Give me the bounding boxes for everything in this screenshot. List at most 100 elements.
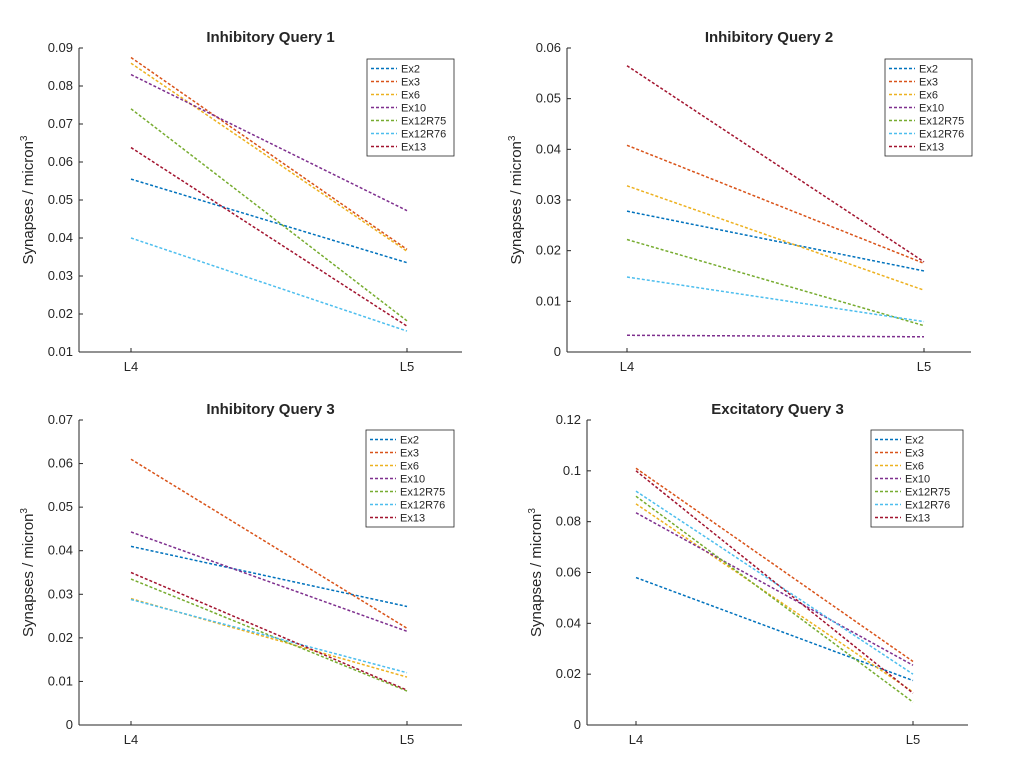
y-tick-label: 0.04 [48, 230, 73, 245]
y-tick-label: 0.02 [48, 630, 73, 645]
series-line-ex2 [626, 210, 925, 272]
y-tick-label: 0.09 [48, 40, 73, 55]
legend-entry-label: Ex10 [401, 103, 426, 115]
chart-title: Excitatory Query 3 [711, 401, 844, 418]
y-tick-label: 0.04 [536, 141, 561, 156]
legend-entry-label: Ex3 [905, 448, 924, 460]
x-tick-label: L4 [629, 732, 643, 747]
chart-title: Inhibitory Query 3 [206, 401, 334, 418]
legend-entry-label: Ex13 [919, 142, 944, 154]
legend-entry-label: Ex2 [905, 435, 924, 447]
y-tick-label: 0 [574, 717, 581, 732]
legend-entry-label: Ex12R75 [919, 116, 964, 128]
y-tick-label: 0.01 [536, 293, 561, 308]
y-tick-label: 0.05 [48, 499, 73, 514]
legend-entry-label: Ex3 [400, 448, 419, 460]
series-line-ex12r76 [130, 598, 408, 674]
legend-entry-label: Ex10 [919, 103, 944, 115]
legend-entry-label: Ex6 [401, 90, 420, 102]
legend-entry-label: Ex2 [400, 435, 419, 447]
series-line-ex10 [635, 512, 914, 666]
y-axis-label-superscript: 3 [507, 135, 518, 141]
y-tick-label: 0 [554, 344, 561, 359]
chart-4: 0 0.02 0.04 0.06 0.08 0.1 0.12 L4 L5 Excitatory Q… [527, 401, 968, 747]
legend-entry-label: Ex12R76 [905, 500, 950, 512]
series-line-ex3 [635, 467, 914, 663]
legend-entry-label: Ex10 [400, 474, 425, 486]
y-axis-label-text: Synapses / micron [20, 141, 37, 264]
series-line-ex2 [130, 178, 408, 264]
y-tick-label: 0.12 [556, 412, 581, 427]
series-line-ex12r76 [635, 490, 914, 675]
legend-entry-label: Ex2 [401, 64, 420, 76]
y-tick-label: 0.04 [48, 543, 73, 558]
series-line-ex12r75 [626, 238, 925, 327]
series-line-ex12r76 [130, 237, 408, 332]
legend-entry-label: Ex13 [400, 513, 425, 525]
y-axis-label-superscript: 3 [19, 135, 30, 141]
legend-entry-label: Ex6 [400, 461, 419, 473]
y-tick-label: 0.02 [536, 243, 561, 258]
legend-entry-label: Ex3 [919, 77, 938, 89]
y-tick-label: 0.06 [48, 456, 73, 471]
y-tick-label: 0.03 [48, 268, 73, 283]
x-tick-label: L5 [906, 732, 920, 747]
series-line-ex10 [130, 73, 408, 212]
y-tick-label: 0.01 [48, 344, 73, 359]
y-axis-label-text: Synapses / micron [528, 514, 545, 637]
legend-entry-label: Ex13 [905, 513, 930, 525]
legend-entry-label: Ex12R75 [905, 487, 950, 499]
series-line-ex6 [635, 503, 914, 693]
series-line-ex10 [130, 531, 408, 633]
y-axis-label-superscript: 3 [527, 508, 538, 514]
y-tick-label: 0.07 [48, 116, 73, 131]
y-tick-label: 0 [66, 717, 73, 732]
series-line-ex13 [130, 146, 408, 327]
legend-entry-label: Ex12R75 [400, 487, 445, 499]
series-line-ex12r75 [130, 108, 408, 322]
y-axis-label-text: Synapses / micron [20, 514, 37, 637]
y-axis-label: Synapses / micron3 [527, 508, 545, 637]
legend-entry-label: Ex12R76 [401, 129, 446, 141]
y-tick-label: 0.05 [48, 192, 73, 207]
legend-entry-label: Ex12R76 [400, 500, 445, 512]
legend-entry-label: Ex10 [905, 474, 930, 486]
chart-title: Inhibitory Query 2 [705, 29, 833, 46]
series-line-ex12r75 [130, 578, 408, 692]
legend-entry-label: Ex13 [401, 142, 426, 154]
y-tick-label: 0.05 [536, 91, 561, 106]
chart-2: 0 0.01 0.02 0.03 0.04 0.05 0.06 L4 L5 Inhibitory … [507, 29, 973, 374]
y-axis-label-superscript: 3 [19, 508, 30, 514]
series-line-ex13 [635, 470, 914, 694]
legend-box [884, 58, 973, 157]
y-tick-label: 0.03 [48, 586, 73, 601]
series-line-ex3 [130, 458, 408, 629]
series-line-ex3 [626, 144, 925, 265]
y-axis-label: Synapses / micron3 [19, 135, 37, 264]
series-line-ex6 [626, 185, 925, 291]
y-tick-label: 0.03 [536, 192, 561, 207]
chart-1: 0.01 0.02 0.03 0.04 0.05 0.06 0.07 0.08 0.09 L4 L5… [19, 29, 462, 374]
series-line-ex13 [626, 65, 925, 263]
y-tick-label: 0.1 [563, 463, 581, 478]
x-tick-label: L4 [620, 359, 634, 374]
y-tick-label: 0.06 [536, 40, 561, 55]
series-line-ex2 [130, 545, 408, 608]
legend-entry-label: Ex2 [919, 64, 938, 76]
y-tick-label: 0.08 [556, 514, 581, 529]
x-tick-label: L4 [124, 732, 138, 747]
series-line-ex12r76 [626, 276, 925, 323]
series-line-ex13 [130, 571, 408, 691]
series-line-ex2 [635, 576, 914, 682]
series-line-ex12r75 [635, 495, 914, 703]
chart-title: Inhibitory Query 1 [206, 29, 334, 46]
y-tick-label: 0.07 [48, 412, 73, 427]
y-axis-label: Synapses / micron3 [19, 508, 37, 637]
y-axis-label-text: Synapses / micron [508, 141, 525, 264]
x-tick-label: L5 [400, 732, 414, 747]
